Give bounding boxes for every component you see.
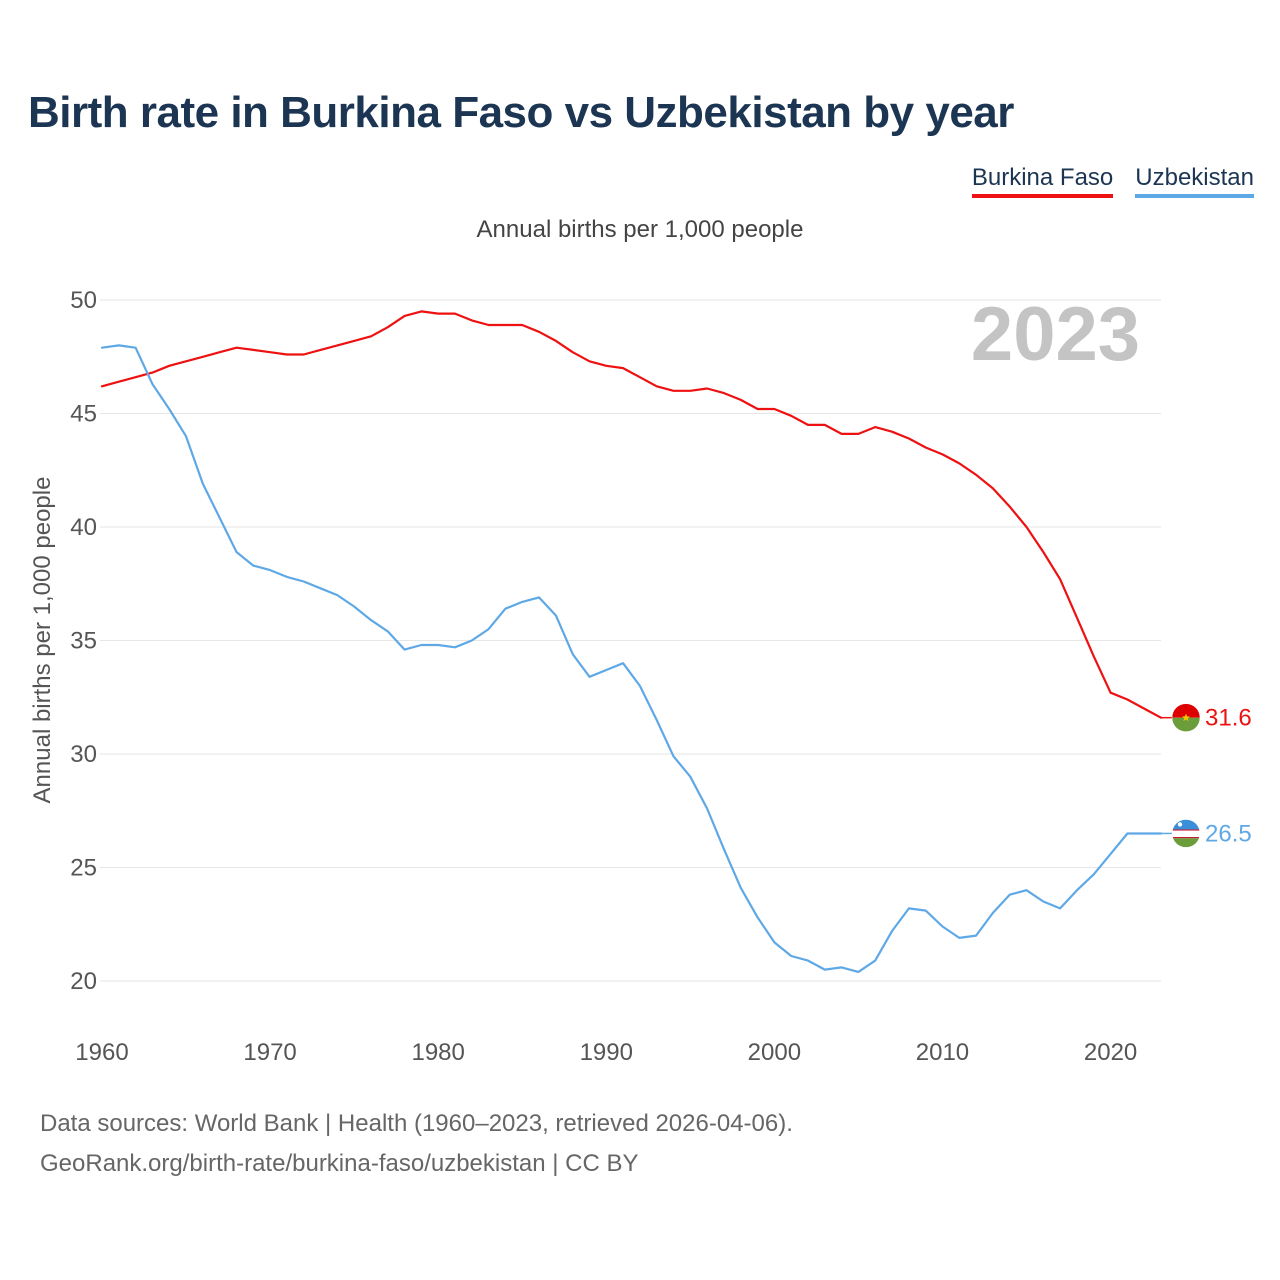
y-axis-label: Annual births per 1,000 people xyxy=(29,477,56,804)
legend: Burkina Faso Uzbekistan xyxy=(971,164,1254,198)
x-tick-label: 2020 xyxy=(1084,1039,1137,1066)
x-tick-label: 2010 xyxy=(916,1039,969,1066)
burkina-faso-flag-icon xyxy=(1172,703,1200,732)
series-line-uzbekistan xyxy=(100,344,1163,974)
grid-lines xyxy=(100,299,1161,982)
legend-item-burkina-faso[interactable]: Burkina Faso xyxy=(971,164,1114,198)
endpoint-value-label: 31.6 xyxy=(1205,705,1252,732)
footer-link[interactable]: GeoRank.org/birth-rate/burkina-faso/uzbe… xyxy=(40,1150,639,1177)
x-tick-label: 1960 xyxy=(75,1039,128,1066)
uzbekistan-flag-icon xyxy=(1172,819,1200,848)
legend-item-uzbekistan[interactable]: Uzbekistan xyxy=(1135,164,1254,198)
x-tick-label: 1980 xyxy=(411,1039,464,1066)
endpoint-value-label: 26.5 xyxy=(1205,820,1252,847)
y-tick-label: 50 xyxy=(70,287,97,314)
y-tick-label: 30 xyxy=(70,741,97,768)
chart-subtitle: Annual births per 1,000 people xyxy=(476,216,804,243)
year-label: 2023 xyxy=(971,292,1140,377)
line-chart: 20 25 30 35 40 45 50 1960 1970 1980 1990 2000 2010 2… xyxy=(29,287,1252,1066)
x-tick-label: 1990 xyxy=(580,1039,633,1066)
x-tick-label: 2000 xyxy=(748,1039,801,1066)
x-axis-ticks: 1960 1970 1980 1990 2000 2010 2020 xyxy=(75,1039,1137,1066)
x-tick-label: 1970 xyxy=(243,1039,296,1066)
series-line-burkina-faso xyxy=(100,310,1163,719)
y-axis-ticks: 20 25 30 35 40 45 50 xyxy=(70,287,97,995)
chart-title: Birth rate in Burkina Faso vs Uzbekistan… xyxy=(28,88,1014,137)
y-tick-label: 20 xyxy=(70,968,97,995)
y-tick-label: 35 xyxy=(70,628,97,655)
y-tick-label: 25 xyxy=(70,855,97,882)
y-tick-label: 40 xyxy=(70,514,97,541)
series-lines xyxy=(100,310,1163,974)
footer-sources: Data sources: World Bank | Health (1960–… xyxy=(40,1110,793,1137)
y-tick-label: 45 xyxy=(70,401,97,428)
series-endpoints: 31.6 26.5 xyxy=(1161,703,1252,848)
footer: Data sources: World Bank | Health (1960–… xyxy=(40,1104,793,1184)
